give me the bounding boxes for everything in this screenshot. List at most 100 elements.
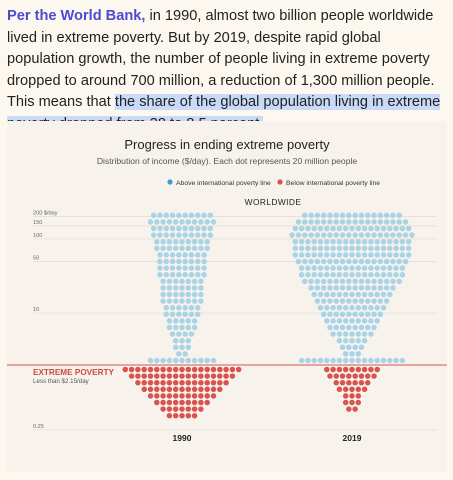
dot-below-1990: [154, 386, 160, 393]
dot-above-2019: [320, 298, 327, 304]
dot-below-2019: [361, 386, 368, 393]
dot-above-2019: [380, 291, 387, 298]
dot-above-2019: [336, 357, 343, 364]
y-tick-label: 0.25: [33, 424, 44, 430]
dot-above-2019: [377, 232, 384, 238]
dot-above-2019: [305, 238, 311, 245]
dot-below-2019: [355, 366, 362, 373]
dot-above-1990: [147, 357, 154, 364]
dot-below-2019: [358, 373, 365, 379]
dot-above-2019: [377, 212, 384, 219]
dot-above-1990: [169, 212, 176, 219]
dot-above-1990: [176, 212, 182, 219]
dot-above-2019: [396, 232, 402, 238]
dot-above-1990: [185, 285, 192, 291]
dot-above-1990: [207, 232, 214, 238]
dot-above-2019: [327, 298, 333, 304]
dot-above-1990: [163, 225, 169, 232]
dot-above-2019: [399, 245, 406, 252]
dot-above-2019: [330, 291, 336, 298]
dot-below-1990: [172, 406, 179, 412]
dot-above-2019: [380, 304, 387, 311]
dot-above-2019: [358, 324, 365, 331]
dot-above-1990: [185, 291, 192, 298]
dot-above-1990: [198, 357, 204, 364]
dot-above-2019: [327, 285, 333, 291]
dot-above-2019: [405, 252, 412, 258]
dot-above-1990: [201, 265, 207, 271]
dot-above-2019: [324, 252, 330, 258]
dot-above-1990: [204, 357, 210, 364]
dot-above-2019: [377, 219, 384, 225]
dot-above-1990: [169, 304, 176, 311]
dot-above-2019: [311, 238, 317, 245]
dot-above-1990: [191, 238, 198, 245]
dot-below-1990: [172, 373, 179, 379]
dot-above-2019: [308, 219, 314, 225]
dot-above-2019: [355, 318, 362, 324]
dot-above-2019: [349, 271, 355, 278]
dot-below-1990: [191, 412, 198, 419]
dot-above-2019: [330, 252, 336, 258]
dot-above-1990: [150, 225, 157, 232]
dot-above-2019: [346, 298, 352, 304]
dot-above-2019: [396, 212, 402, 219]
dot-above-1990: [182, 212, 188, 219]
dot-above-2019: [311, 252, 317, 258]
dot-below-2019: [371, 373, 377, 379]
dot-above-2019: [380, 252, 387, 258]
dot-above-2019: [393, 252, 399, 258]
dot-above-2019: [355, 245, 362, 252]
dot-above-2019: [352, 212, 358, 219]
dot-above-1990: [195, 258, 201, 265]
world-bank-link[interactable]: Per the World Bank,: [7, 8, 146, 24]
dot-above-2019: [298, 265, 305, 271]
dot-above-2019: [342, 291, 349, 298]
dot-below-2019: [342, 393, 349, 399]
dot-above-1990: [185, 344, 192, 351]
dot-above-2019: [371, 212, 377, 219]
dot-below-1990: [160, 393, 166, 399]
dot-above-1990: [188, 265, 195, 271]
dot-above-2019: [330, 225, 336, 232]
dot-above-1990: [182, 331, 188, 337]
dot-below-1990: [185, 393, 192, 399]
dot-above-2019: [302, 212, 308, 219]
dot-below-2019: [346, 379, 352, 386]
dot-above-1990: [195, 232, 201, 238]
dot-above-1990: [172, 318, 179, 324]
dot-above-1990: [176, 232, 182, 238]
dot-above-1990: [160, 238, 166, 245]
dot-above-2019: [387, 271, 393, 278]
dot-below-1990: [191, 379, 198, 386]
dot-above-1990: [163, 232, 169, 238]
dot-below-1990: [147, 379, 154, 386]
dot-below-1990: [191, 393, 198, 399]
dot-above-1990: [207, 212, 214, 219]
dot-below-2019: [361, 366, 368, 373]
dot-above-2019: [368, 238, 374, 245]
dot-above-2019: [358, 344, 365, 351]
dot-above-2019: [405, 245, 412, 252]
dot-above-2019: [305, 357, 311, 364]
dot-above-2019: [327, 324, 333, 331]
dot-above-2019: [383, 278, 390, 285]
dot-above-2019: [390, 212, 396, 219]
dot-above-2019: [368, 304, 374, 311]
dot-above-1990: [182, 232, 188, 238]
dot-above-2019: [396, 258, 402, 265]
dot-above-2019: [317, 225, 324, 232]
dot-above-2019: [339, 232, 346, 238]
dot-above-2019: [317, 304, 324, 311]
dot-above-1990: [204, 238, 210, 245]
dot-above-2019: [314, 258, 321, 265]
dot-below-2019: [349, 399, 355, 406]
dot-above-2019: [302, 258, 308, 265]
dot-above-1990: [166, 318, 173, 324]
dot-above-2019: [327, 212, 333, 219]
dot-above-2019: [387, 245, 393, 252]
dot-above-2019: [365, 324, 371, 331]
dot-above-2019: [336, 291, 343, 298]
dot-above-1990: [188, 331, 195, 337]
dot-above-2019: [346, 285, 352, 291]
